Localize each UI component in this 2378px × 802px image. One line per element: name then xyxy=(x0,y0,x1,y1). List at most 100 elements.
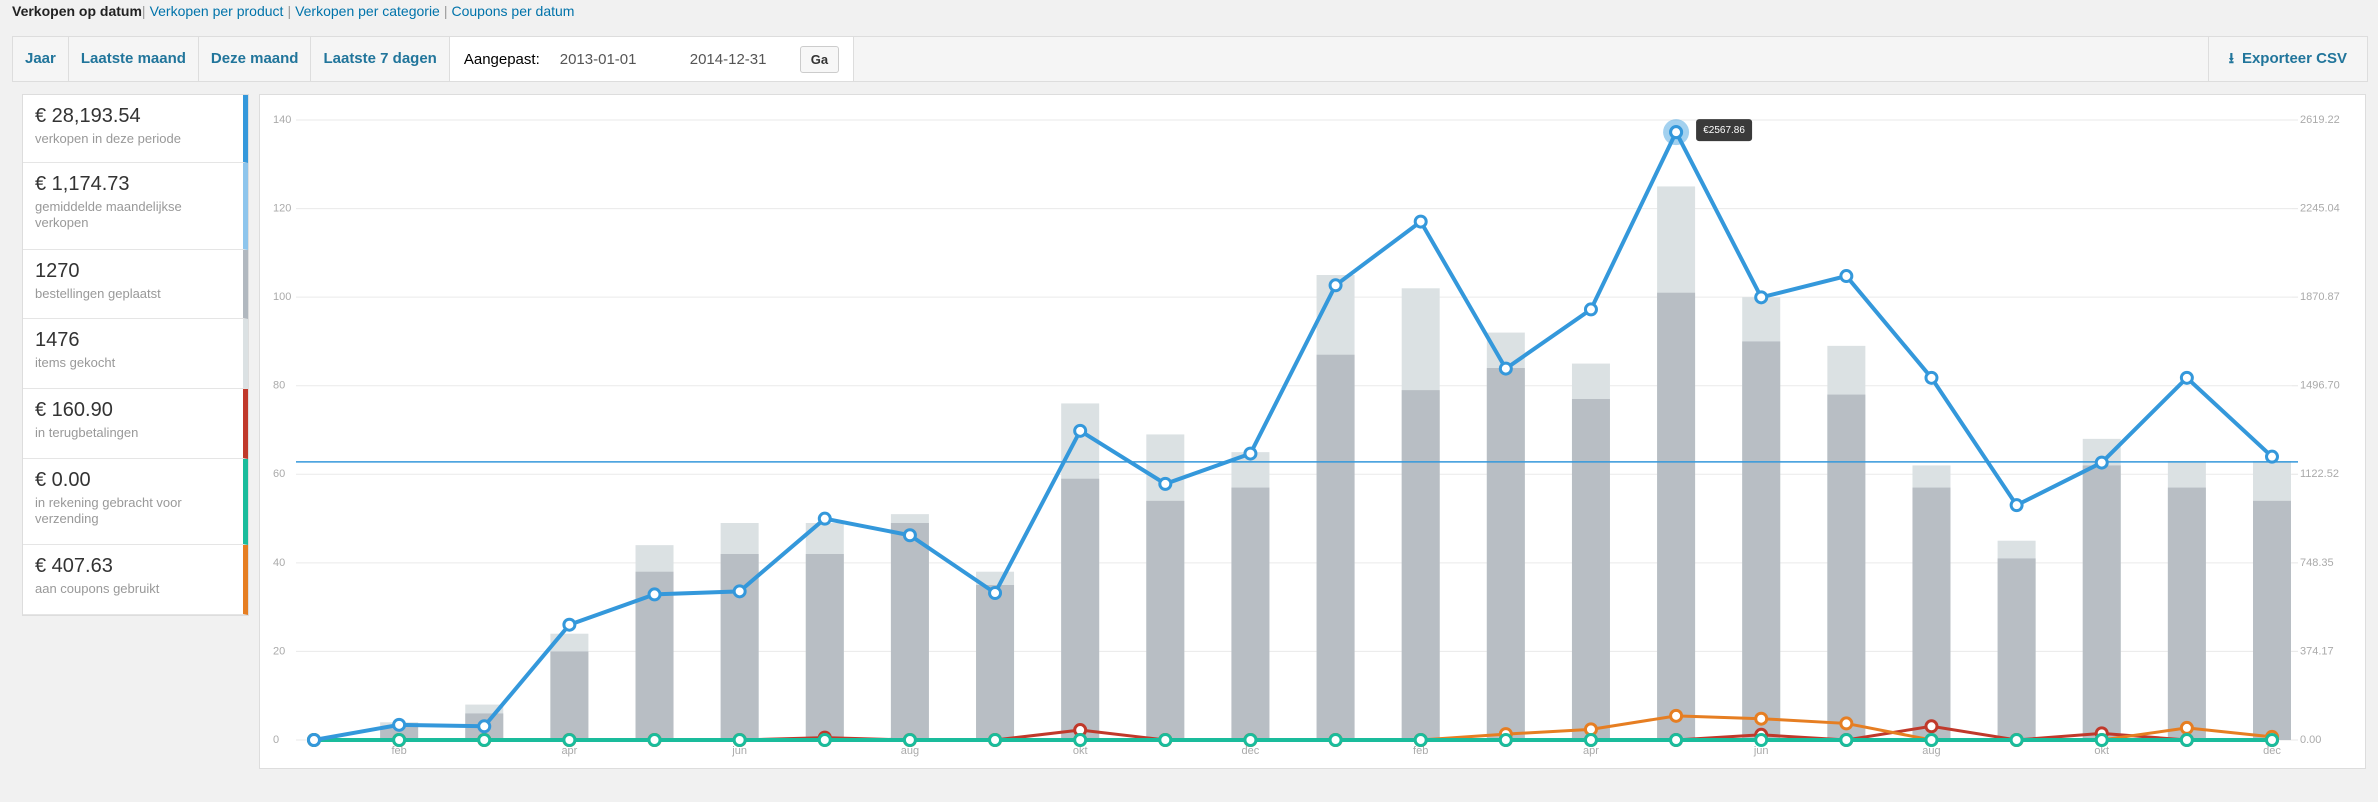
point xyxy=(2265,449,2279,464)
go-button[interactable]: Ga xyxy=(799,45,840,73)
point xyxy=(1669,733,1684,747)
bar xyxy=(1231,487,1270,740)
summary-legend: € 28,193.54 verkopen in deze periode € 1,1… xyxy=(22,94,249,616)
hover-point xyxy=(1669,125,1684,140)
bar xyxy=(1401,390,1440,740)
point xyxy=(732,584,747,599)
summary-value: € 407.63 xyxy=(35,555,113,577)
point xyxy=(902,733,917,747)
point xyxy=(1243,446,1258,461)
start-date[interactable]: 2013-01-01 xyxy=(559,50,637,68)
tooltip-box xyxy=(1696,119,1753,142)
x-tick-label: dec xyxy=(2263,745,2281,757)
point xyxy=(1583,733,1598,747)
bar xyxy=(1997,558,2036,740)
report-link[interactable]: Coupons per datum xyxy=(451,3,575,19)
point xyxy=(1073,733,1088,747)
x-tick-label: apr xyxy=(1583,745,1599,757)
point xyxy=(2179,733,2194,747)
summary-label: in rekening gebracht voor verzending xyxy=(35,495,182,526)
y2-tick-label: 374.17 xyxy=(2300,645,2334,657)
summary-item[interactable]: € 0.00 in rekening gebracht voor verzendi… xyxy=(23,459,248,545)
point xyxy=(732,733,747,747)
summary-label: gemiddelde maandelijkse verkopen xyxy=(35,199,182,230)
summary-item[interactable]: 1270 bestellingen geplaatst xyxy=(23,250,248,319)
bar xyxy=(1912,487,1951,740)
summary-value: € 160.90 xyxy=(35,399,113,421)
y2-tick-label: 0.00 xyxy=(2300,734,2321,746)
x-tick-label: jun xyxy=(731,745,747,757)
point xyxy=(647,587,662,602)
summary-item[interactable]: € 160.90 in terugbetalingen xyxy=(23,389,248,459)
point xyxy=(817,733,832,747)
end-date[interactable]: 2014-12-31 xyxy=(689,50,767,68)
separator: | xyxy=(443,3,448,19)
point xyxy=(1583,302,1598,317)
range-tab[interactable]: Laatste 7 dagen xyxy=(311,37,450,81)
bar xyxy=(1742,341,1781,740)
point xyxy=(1158,733,1173,747)
point xyxy=(647,733,662,747)
x-tick-label: apr xyxy=(561,745,577,757)
point xyxy=(2179,370,2194,385)
y-tick-label: 20 xyxy=(273,645,285,657)
point xyxy=(477,719,492,734)
bar xyxy=(805,554,844,740)
y-tick-label: 120 xyxy=(273,202,291,214)
bar xyxy=(2253,500,2291,740)
bar xyxy=(1657,292,1696,740)
point xyxy=(1754,733,1769,747)
summary-label: in terugbetalingen xyxy=(35,425,139,440)
summary-value: € 0.00 xyxy=(35,469,91,491)
report-link[interactable]: Verkopen per categorie xyxy=(295,3,440,19)
summary-label: verkopen in deze periode xyxy=(35,131,181,146)
point xyxy=(1073,423,1088,438)
point xyxy=(1413,214,1428,229)
y-tick-label: 80 xyxy=(273,380,285,392)
y-tick-label: 40 xyxy=(273,557,285,569)
bar xyxy=(890,523,929,740)
point xyxy=(1243,733,1258,747)
export-csv[interactable]: ⭳ Exporteer CSV xyxy=(2207,37,2367,81)
summary-value: 1270 xyxy=(35,260,80,282)
line xyxy=(314,724,2272,742)
y2-tick-label: 1496.70 xyxy=(2300,380,2340,392)
current-view: Verkopen op datum xyxy=(12,3,142,19)
bar xyxy=(2082,465,2121,740)
y2-tick-label: 748.35 xyxy=(2300,557,2334,569)
x-tick-label: feb xyxy=(1413,745,1428,757)
report-link[interactable]: Verkopen per product xyxy=(149,3,284,19)
bar xyxy=(976,585,1015,740)
summary-item[interactable]: 1476 items gekocht xyxy=(23,319,248,389)
summary-item[interactable]: € 28,193.54 verkopen in deze periode xyxy=(23,95,248,163)
point xyxy=(1498,361,1513,376)
line xyxy=(313,127,2274,742)
summary-label: aan coupons gebruikt xyxy=(35,581,160,596)
point xyxy=(2094,733,2109,747)
export-label[interactable]: Exporteer CSV xyxy=(2241,50,2347,67)
summary-value: 1476 xyxy=(35,329,80,351)
range-tab[interactable]: Deze maand xyxy=(199,37,312,81)
custom-label: Aangepast: xyxy=(463,50,540,68)
point xyxy=(1328,278,1343,293)
summary-item[interactable]: € 407.63 aan coupons gebruikt xyxy=(23,545,248,615)
point xyxy=(1924,733,1939,747)
point xyxy=(1839,269,1854,284)
point xyxy=(562,617,577,632)
bar xyxy=(1571,399,1610,740)
point xyxy=(1754,290,1769,305)
summary-item[interactable]: € 1,174.73 gemiddelde maandelijkse verkop… xyxy=(23,163,248,250)
range-tabs: Jaar Laatste maand Deze maand Laatste 7 dag… xyxy=(12,36,2368,82)
point xyxy=(2094,455,2109,470)
tooltip-text: €2567.86 xyxy=(1703,125,1745,136)
point xyxy=(477,733,492,747)
range-tab[interactable]: Jaar xyxy=(13,37,69,81)
range-tab[interactable]: Laatste maand xyxy=(69,37,199,81)
x-tick-label: okt xyxy=(2094,745,2109,757)
point xyxy=(1839,716,1854,731)
point xyxy=(1754,711,1769,726)
point xyxy=(1839,733,1854,747)
point xyxy=(817,511,832,526)
point xyxy=(2009,498,2024,513)
export-icon: ⭳ xyxy=(2228,50,2234,67)
